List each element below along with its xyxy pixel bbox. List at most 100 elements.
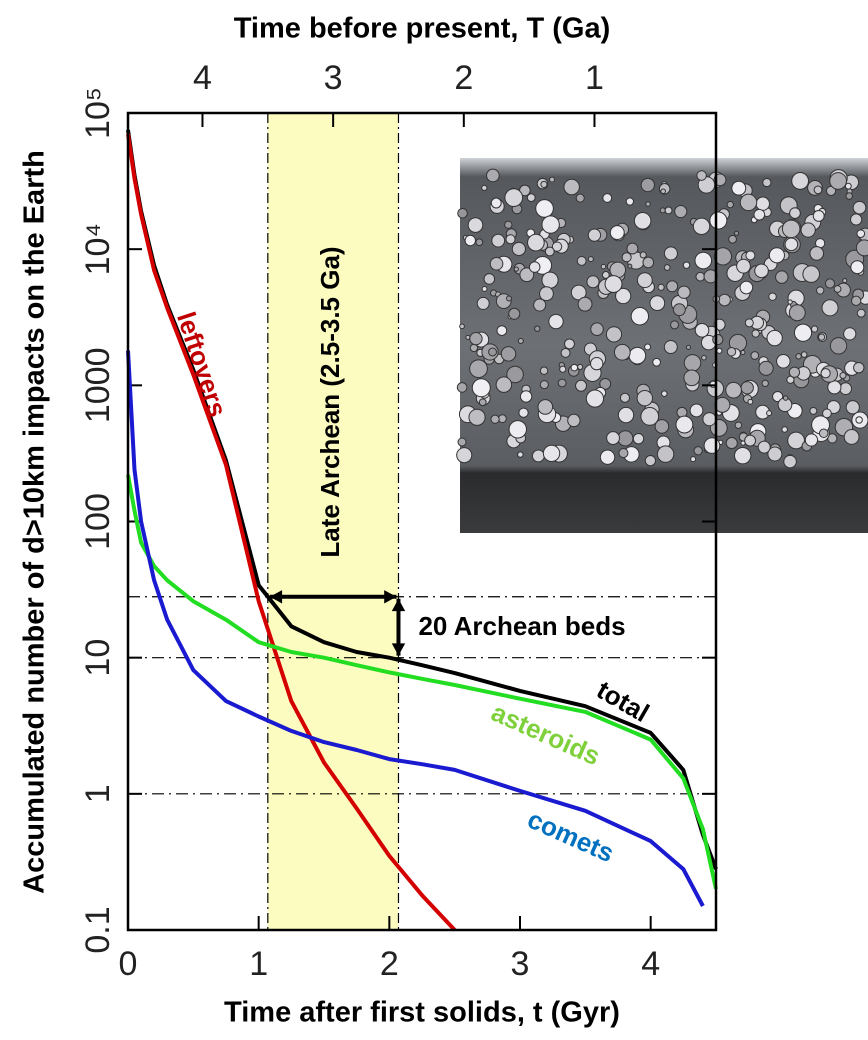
grain [654,419,670,434]
grain [694,322,710,338]
grain [850,295,862,306]
grain [747,398,754,405]
grain [689,403,704,418]
grain [812,209,825,222]
y-tick-label: 1 [79,784,117,803]
grain [471,378,491,398]
grain [544,246,555,257]
beds-arrow-head [391,643,406,656]
grain [541,271,559,289]
grain [606,431,620,445]
grain [751,329,760,338]
grain [712,333,724,346]
annotation: comets [523,804,618,868]
grain [491,233,506,248]
grain [456,447,473,464]
grain [685,344,692,350]
x-tick-label: 3 [511,945,530,983]
grain [476,296,490,310]
grain [467,217,484,233]
grain [850,260,865,275]
grain [613,343,631,361]
grain [716,347,723,354]
x-axis-title: Time after first solids, t (Gyr) [224,997,620,1029]
grain [829,172,847,190]
grain [504,188,524,207]
grain [526,193,536,203]
grain [535,199,554,218]
grain [644,455,657,467]
grain [766,410,773,417]
grain [567,413,581,428]
grain [809,246,825,261]
grain [845,400,860,415]
grain [505,295,513,302]
grain [639,251,647,259]
grain [644,343,652,351]
grain [469,331,483,346]
grain [791,172,810,190]
grain [758,360,774,376]
grain [633,211,652,230]
grain [489,256,504,271]
grain [822,408,832,419]
grain [856,229,866,238]
grain [468,408,486,426]
y-tick-label: 100 [79,493,117,550]
grain [642,256,655,269]
grain [537,399,554,415]
grain [744,318,754,328]
grain [511,241,526,257]
grain [475,238,484,247]
grain [853,361,865,374]
grain [457,437,467,447]
grain [500,346,517,362]
grain [575,379,588,392]
grain [630,307,650,326]
grain [636,272,653,289]
grain [690,456,697,463]
grain [533,298,547,312]
grain [787,431,805,450]
grain [539,366,549,375]
grain [587,228,602,242]
grain [734,421,743,429]
series-line [126,350,705,907]
grain [709,211,728,230]
grain [703,437,721,454]
grain [640,407,660,426]
series-line [126,133,457,932]
top-axis-title: Time before present, T (Ga) [234,13,611,45]
x-tick-label: 0 [119,945,138,983]
grain [548,313,564,330]
grain [856,308,866,318]
grain [781,426,788,433]
grain [469,343,479,353]
grain [725,381,742,399]
grain [666,280,679,293]
grain [839,382,853,396]
grain [508,420,527,439]
grain [563,178,580,196]
grain [761,379,769,388]
grain [750,351,760,360]
grain [495,376,513,393]
grain [656,445,675,463]
grain [496,325,508,336]
archean-arrow-head [269,590,283,604]
grain [577,296,593,312]
grain [542,444,561,463]
grain [576,256,587,266]
annotation: 20 Archean beds [418,611,625,641]
grain [818,428,829,439]
grain [659,207,666,214]
grain [519,267,535,283]
grain [795,353,802,360]
grain [818,333,826,341]
grain [783,454,797,469]
grain [632,433,645,445]
grain [694,251,713,270]
grain [600,263,607,270]
grain [670,320,680,330]
grain [626,242,639,255]
